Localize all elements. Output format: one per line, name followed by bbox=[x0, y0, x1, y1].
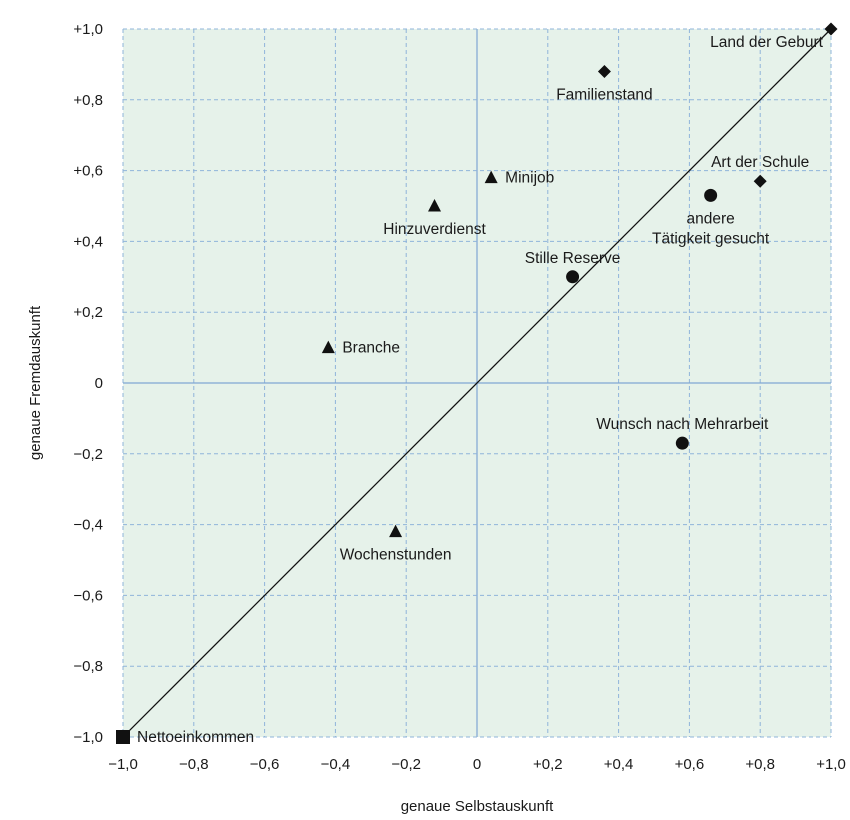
point-label-line: Land der Geburt bbox=[710, 34, 824, 51]
circle-marker bbox=[675, 436, 689, 450]
point-label: Wunsch nach Mehrarbeit bbox=[596, 416, 769, 433]
tick-labels: −1,0 −0,8 −0,6 −0,4 −0,2 0 +0,2 +0,4 +0,6 +0,8 +1,… bbox=[73, 21, 845, 773]
x-tick-label: −0,8 bbox=[179, 756, 209, 773]
data-point: Familienstand bbox=[556, 64, 653, 103]
data-point: Wunsch nach Mehrarbeit bbox=[596, 416, 769, 450]
point-label-line: Minijob bbox=[505, 170, 554, 187]
point-label-line: Familienstand bbox=[556, 86, 653, 103]
point-label: Stille Reserve bbox=[525, 250, 621, 267]
x-tick-label: −1,0 bbox=[108, 756, 138, 773]
point-label-line: Tätigkeit gesucht bbox=[652, 230, 770, 247]
point-label: Wochenstunden bbox=[340, 547, 452, 564]
point-label: Familienstand bbox=[556, 86, 653, 103]
y-tick-label: −0,2 bbox=[73, 446, 103, 463]
reference-diagonal bbox=[122, 28, 832, 738]
y-tick-label: +0,8 bbox=[73, 92, 103, 109]
point-label-line: Nettoeinkommen bbox=[137, 729, 254, 746]
point-label: Nettoeinkommen bbox=[137, 729, 254, 746]
y-tick-label: +0,6 bbox=[73, 163, 103, 180]
point-label-line: Hinzuverdienst bbox=[383, 221, 486, 238]
y-tick-label: +1,0 bbox=[73, 21, 103, 38]
y-axis-title: genaue Fremdauskunft bbox=[27, 305, 44, 460]
x-tick-label: 0 bbox=[473, 756, 481, 773]
data-points: Land der Geburt Familienstand Art der Schu… bbox=[116, 22, 838, 746]
point-label-line: Stille Reserve bbox=[525, 250, 621, 267]
circle-marker bbox=[704, 188, 718, 202]
triangle-marker bbox=[428, 199, 442, 212]
data-point: Stille Reserve bbox=[525, 250, 621, 284]
point-label: Branche bbox=[342, 340, 400, 357]
square-marker bbox=[116, 730, 130, 744]
diamond-marker bbox=[824, 22, 838, 36]
point-label: Land der Geburt bbox=[710, 34, 824, 51]
point-label: Hinzuverdienst bbox=[383, 221, 486, 238]
data-point: Nettoeinkommen bbox=[116, 729, 254, 746]
x-axis-title: genaue Selbstauskunft bbox=[401, 798, 554, 815]
triangle-marker bbox=[389, 524, 403, 538]
data-point: Land der Geburt bbox=[710, 22, 838, 51]
point-label-line: Wunsch nach Mehrarbeit bbox=[596, 416, 769, 433]
y-tick-label: +0,2 bbox=[73, 304, 103, 321]
x-tick-label: +0,6 bbox=[675, 756, 705, 773]
point-label: Minijob bbox=[505, 170, 554, 187]
x-tick-label: −0,2 bbox=[391, 756, 421, 773]
data-point: Hinzuverdienst bbox=[383, 199, 486, 238]
x-tick-label: −0,4 bbox=[321, 756, 351, 773]
x-tick-label: +1,0 bbox=[816, 756, 846, 773]
diamond-marker bbox=[597, 64, 611, 78]
data-point: Wochenstunden bbox=[340, 524, 452, 564]
x-tick-label: +0,2 bbox=[533, 756, 563, 773]
y-tick-label: −0,8 bbox=[73, 658, 103, 675]
grid bbox=[122, 28, 832, 738]
diamond-marker bbox=[753, 174, 767, 188]
reference-line bbox=[122, 28, 832, 738]
x-tick-label: +0,8 bbox=[745, 756, 775, 773]
point-label-line: Branche bbox=[342, 340, 400, 357]
x-tick-label: +0,4 bbox=[604, 756, 634, 773]
circle-marker bbox=[566, 270, 580, 284]
point-label: andere Tätigkeit gesucht bbox=[652, 210, 770, 247]
point-label-line: Wochenstunden bbox=[340, 547, 452, 564]
point-label-line: Art der Schule bbox=[711, 154, 809, 171]
data-point: Art der Schule bbox=[711, 154, 809, 188]
y-tick-label: −0,6 bbox=[73, 587, 103, 604]
triangle-marker bbox=[321, 340, 335, 354]
data-point: Branche bbox=[321, 340, 400, 357]
data-point: andere Tätigkeit gesucht bbox=[652, 188, 770, 247]
x-tick-label: −0,6 bbox=[250, 756, 280, 773]
point-label: Art der Schule bbox=[711, 154, 809, 171]
y-tick-label: −0,4 bbox=[73, 517, 103, 534]
point-label-line: andere bbox=[687, 210, 735, 227]
y-tick-label: −1,0 bbox=[73, 729, 103, 746]
data-point: Minijob bbox=[484, 170, 554, 187]
y-tick-label: +0,4 bbox=[73, 233, 103, 250]
y-tick-label: 0 bbox=[95, 375, 103, 392]
triangle-marker bbox=[484, 170, 498, 184]
